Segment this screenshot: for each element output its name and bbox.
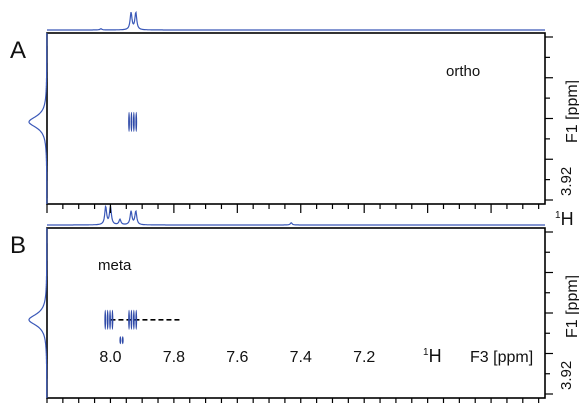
f1-axis-label: F1 [ppm] [564,275,579,338]
x-tick-label: 7.4 [290,349,312,366]
cross-peak-line [135,111,138,132]
x-axis-label: F3 [ppm] [470,349,533,366]
annotation-ortho: ortho [446,63,480,80]
side-projection-trace [28,228,48,398]
cross-peak-line [132,111,135,132]
f1-tick-label: 3.92 [558,361,575,390]
nucleus-mass-number: 1 [555,210,561,221]
side-projection-trace [28,33,48,204]
cross-peak [128,111,138,132]
cross-peak-line [119,336,122,345]
panel-letter: A [10,37,26,64]
x-nucleus-symbol: H [429,346,442,366]
cross-peak-line [128,111,130,132]
top-projection-trace [47,10,545,31]
x-tick-label: 7.8 [163,349,185,366]
cross-peak [128,309,138,330]
cross-peak-line [111,309,114,330]
f1-axis-label: F1 [ppm] [564,80,579,143]
annotation-meta: meta [98,257,132,274]
cross-peak-line [128,309,130,330]
cross-peak-line [109,309,111,330]
x-nucleus-label: 1H [423,346,442,366]
cross-peak-line [130,309,133,330]
x-tick-label: 7.6 [226,349,248,366]
cross-peak-line [132,309,135,330]
cross-peak-line [104,309,107,330]
cross-peak-line [121,336,124,345]
x-tick-label: 7.2 [353,349,375,366]
cross-peak-line [135,309,138,330]
panel-letter: B [10,232,26,259]
cross-peak-line [130,111,133,132]
nucleus-symbol: H [561,209,574,229]
f1-tick-label: 3.92 [558,167,575,196]
plot-frame [46,32,546,205]
x-tick-label: 8.0 [99,349,121,366]
top-projection-trace [47,204,545,226]
nucleus-label: 1H [555,209,574,229]
plot-frame [46,227,546,399]
cross-peak [104,309,114,330]
x-axis: 8.0 7.8 7.6 7.4 7.2 1H F3 [ppm] [46,204,540,403]
cross-peak-line [106,309,109,330]
cross-peak [119,336,124,345]
x-nucleus-mass-number: 1 [423,347,429,358]
